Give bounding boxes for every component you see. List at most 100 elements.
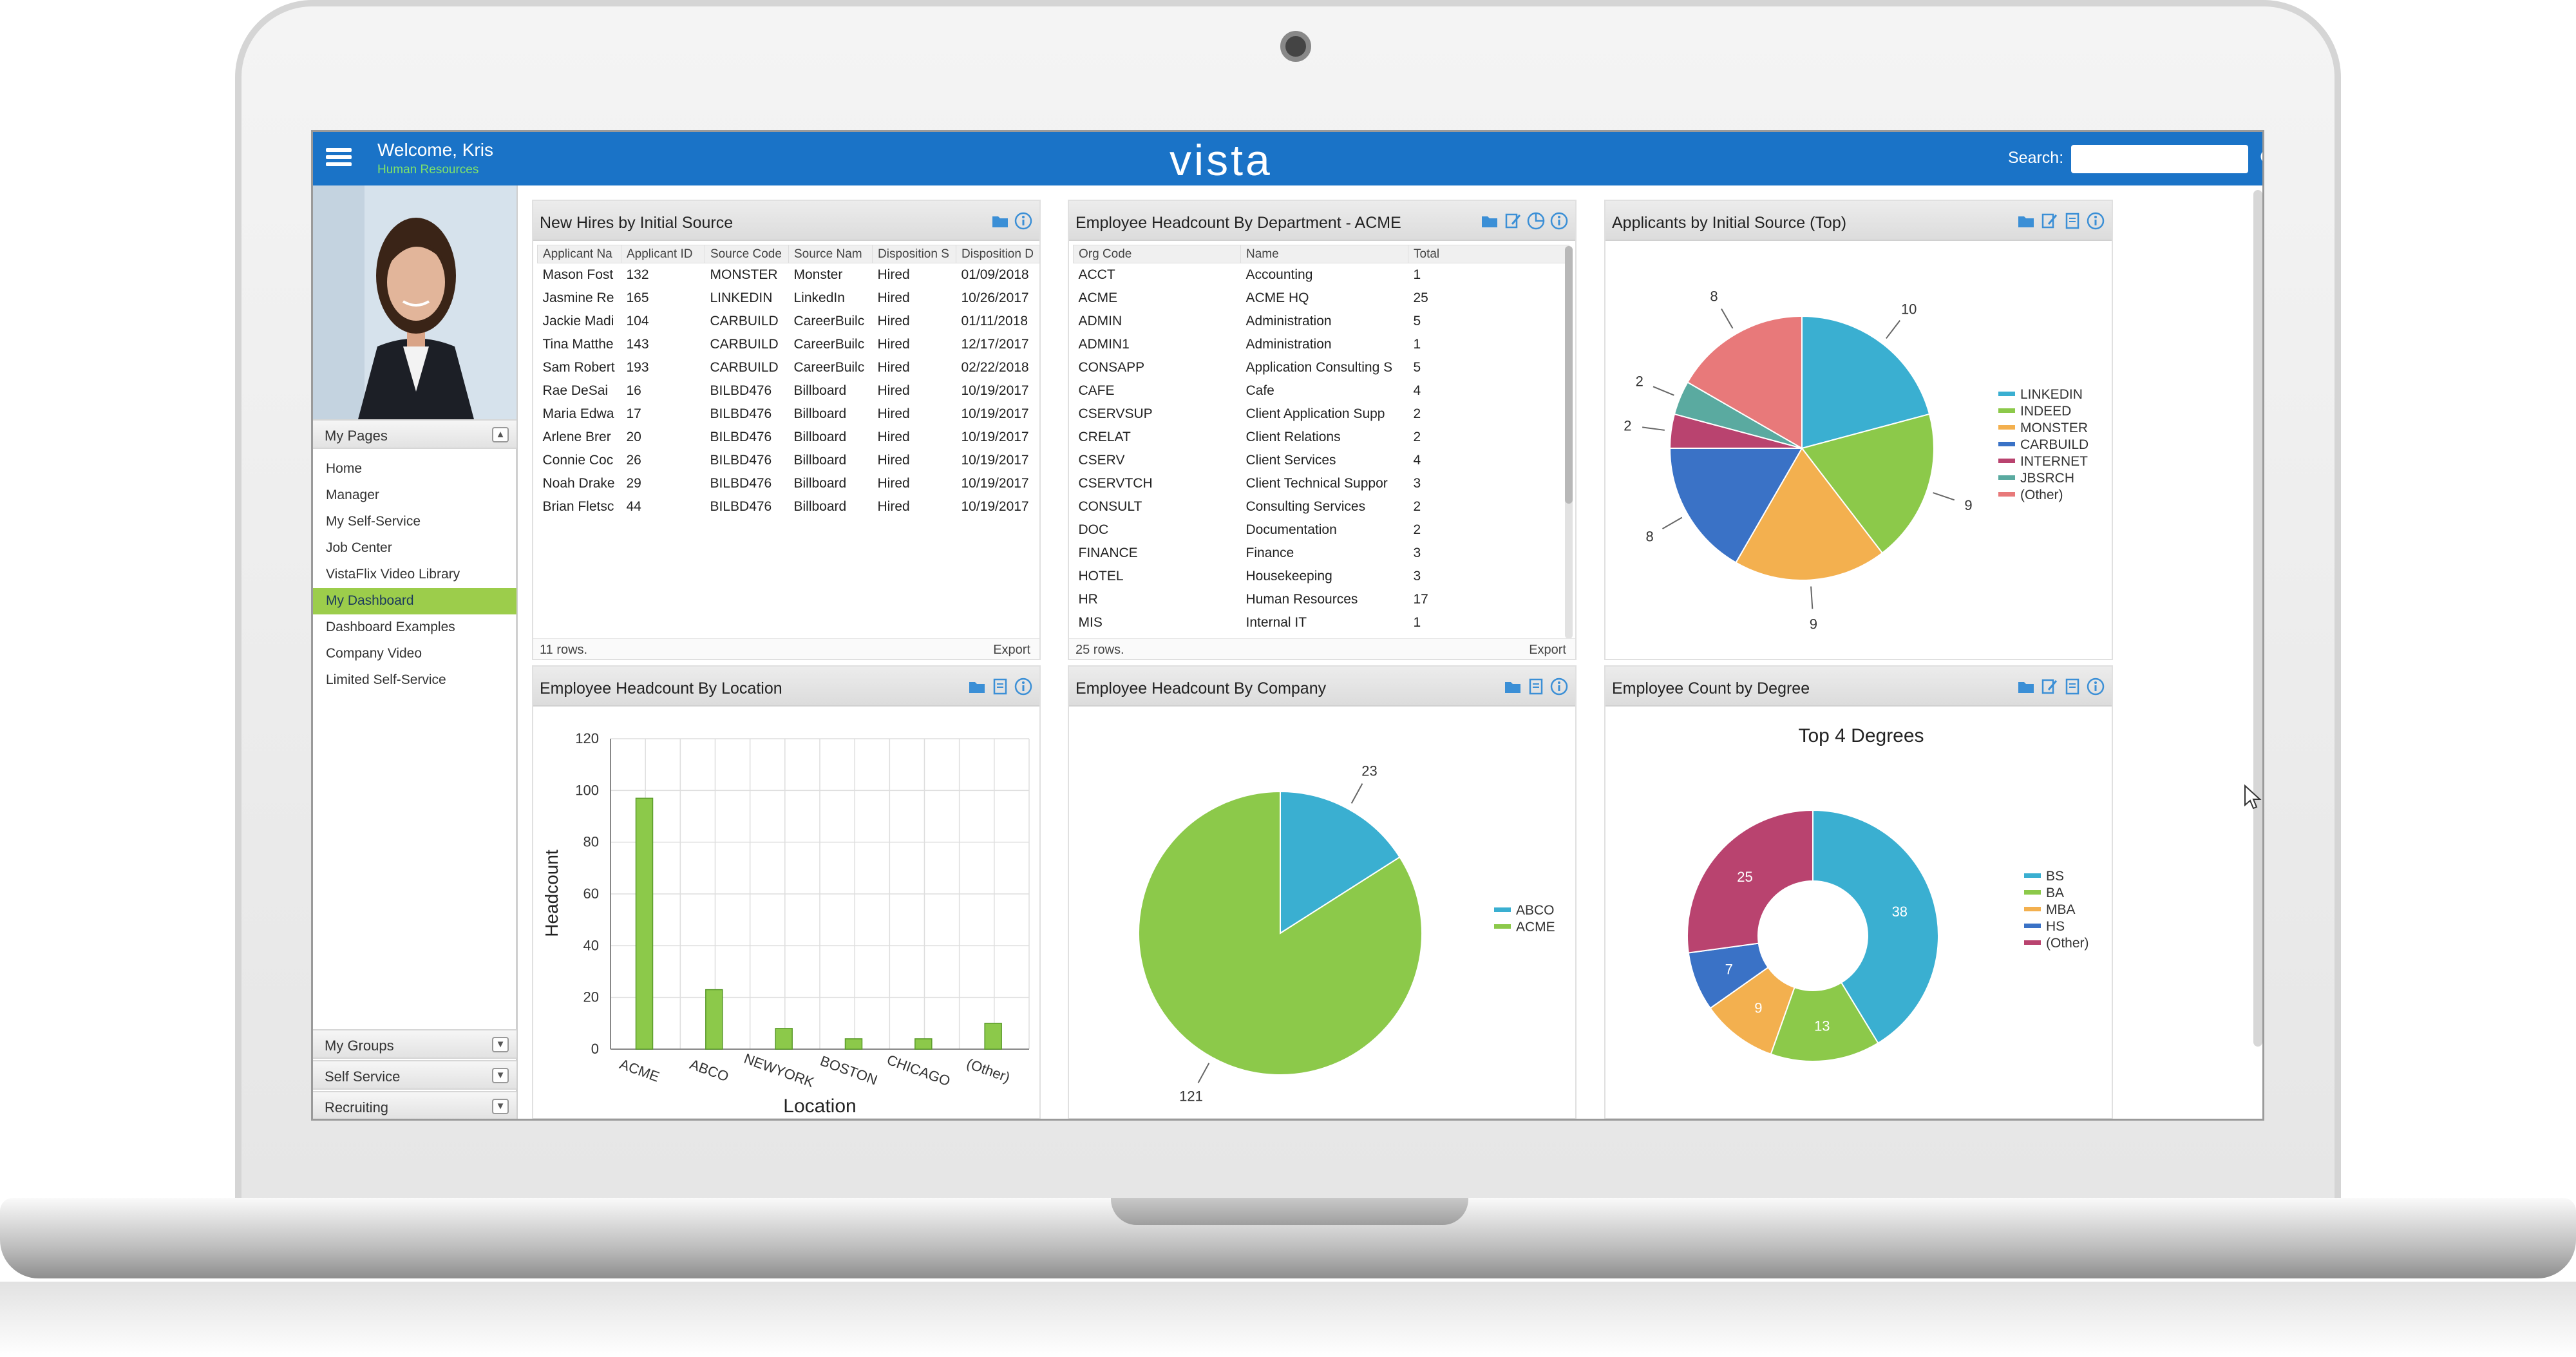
page-scrollbar[interactable]: [2253, 190, 2262, 1047]
my-groups-header[interactable]: My Groups ▼: [313, 1029, 516, 1059]
table-row[interactable]: MIS Internal IT 1: [1074, 611, 1569, 634]
table-cell: Hired: [877, 359, 910, 375]
widget-footer: 11 rows. Export: [533, 638, 1039, 659]
row-count: 11 rows.: [540, 643, 588, 657]
table-row[interactable]: HOTEL Housekeeping 3: [1074, 565, 1569, 588]
info-icon[interactable]: [1014, 211, 1033, 231]
table-row[interactable]: ADMIN1 Administration 1: [1074, 333, 1569, 356]
my-pages-header[interactable]: My Pages ▲: [313, 419, 516, 449]
pie-slice: [1687, 809, 1814, 954]
table-row[interactable]: ACME ACME HQ 25: [1074, 287, 1569, 310]
chart-icon[interactable]: [1526, 211, 1546, 231]
column-header[interactable]: Source Nam: [788, 245, 873, 263]
chevron-down-icon[interactable]: ▼: [492, 1037, 509, 1052]
table-cell: 5: [1413, 313, 1421, 328]
column-header[interactable]: Applicant ID: [621, 245, 705, 263]
self-service-header[interactable]: Self Service ▼: [313, 1060, 516, 1090]
table-cell: Accounting: [1245, 267, 1313, 282]
nav-item-my-dashboard[interactable]: My Dashboard: [313, 588, 516, 614]
nav-item-job-center[interactable]: Job Center: [326, 540, 392, 555]
table-row[interactable]: CRELAT Client Relations 2: [1074, 426, 1569, 449]
table-row[interactable]: Tina Matthe 143 CARBUILD CareerBuilc Hired 12…: [538, 333, 1040, 356]
chevron-down-icon[interactable]: ▼: [492, 1099, 509, 1114]
column-header[interactable]: Org Code: [1073, 245, 1241, 263]
table-cell: Application Consulting S: [1245, 359, 1393, 375]
table-row[interactable]: CONSAPP Application Consulting S 5: [1074, 356, 1569, 379]
x-tick-label: (Other): [965, 1055, 1012, 1085]
folder-icon[interactable]: [1503, 677, 1522, 696]
nav-item-my-self-service[interactable]: My Self-Service: [326, 514, 421, 529]
table-scrollbar[interactable]: [1565, 246, 1573, 639]
chevron-up-icon[interactable]: ▲: [492, 427, 509, 442]
x-tick-label: CHICAGO: [885, 1052, 952, 1090]
table-row[interactable]: CAFE Cafe 4: [1074, 379, 1569, 403]
table-row[interactable]: Sam Robert 193 CARBUILD CareerBuilc Hired 02/…: [538, 356, 1040, 379]
hamburger-menu-icon[interactable]: [326, 145, 352, 171]
table-cell: 16: [626, 383, 641, 398]
folder-icon[interactable]: [2016, 211, 2036, 231]
column-header[interactable]: Source Code: [705, 245, 789, 263]
document-icon[interactable]: [990, 677, 1010, 696]
nav-item-dashboard-examples[interactable]: Dashboard Examples: [326, 620, 455, 634]
export-link[interactable]: Export: [1529, 643, 1566, 657]
info-icon[interactable]: [1549, 677, 1569, 696]
table-row[interactable]: ACCT Accounting 1: [1074, 263, 1569, 287]
info-icon[interactable]: [2086, 211, 2105, 231]
search-label: Search:: [2008, 149, 2064, 167]
table-row[interactable]: Brian Fletsc 44 BILBD476 Billboard Hired 10/1…: [538, 495, 1040, 518]
info-icon[interactable]: [1549, 211, 1569, 231]
info-icon[interactable]: [1014, 677, 1033, 696]
edit-icon[interactable]: [1503, 211, 1522, 231]
table-row[interactable]: CSERVTCH Client Technical Suppor 3: [1074, 472, 1569, 495]
table-row[interactable]: CSERV Client Services 4: [1074, 449, 1569, 472]
search-input[interactable]: [2071, 145, 2248, 173]
chart-title: Top 4 Degrees: [1798, 725, 1924, 746]
folder-icon[interactable]: [2016, 677, 2036, 696]
nav-item-manager[interactable]: Manager: [326, 488, 379, 502]
table-row[interactable]: HR Human Resources 17: [1074, 588, 1569, 611]
nav-item-home[interactable]: Home: [326, 461, 363, 476]
search-icon[interactable]: [2258, 146, 2264, 172]
edit-icon[interactable]: [2040, 211, 2059, 231]
folder-icon[interactable]: [990, 211, 1010, 231]
nav-item-company-video[interactable]: Company Video: [326, 646, 422, 661]
nav-item-vistaflix-video-library[interactable]: VistaFlix Video Library: [326, 567, 460, 582]
table-row[interactable]: Arlene Brer 20 BILBD476 Billboard Hired 10/19…: [538, 426, 1040, 449]
chevron-down-icon[interactable]: ▼: [492, 1068, 509, 1083]
table-row[interactable]: Connie Coc 26 BILBD476 Billboard Hired 10/19/…: [538, 449, 1040, 472]
table-row[interactable]: Noah Drake 29 BILBD476 Billboard Hired 10/19/…: [538, 472, 1040, 495]
table-cell: Hired: [877, 383, 910, 398]
table-row[interactable]: Maria Edwa 17 BILBD476 Billboard Hired 10/19/…: [538, 403, 1040, 426]
column-header[interactable]: Disposition D: [956, 245, 1040, 263]
table-row[interactable]: Mason Fost 132 MONSTER Monster Hired 01/09/20…: [538, 263, 1040, 287]
folder-icon[interactable]: [1480, 211, 1499, 231]
export-link[interactable]: Export: [993, 643, 1030, 657]
info-icon[interactable]: [2086, 677, 2105, 696]
scrollbar-thumb[interactable]: [1565, 246, 1573, 504]
table-row[interactable]: FINANCE Finance 3: [1074, 542, 1569, 565]
table-row[interactable]: Rae DeSai 16 BILBD476 Billboard Hired 10/19/2…: [538, 379, 1040, 403]
folder-icon[interactable]: [967, 677, 987, 696]
document-icon[interactable]: [1526, 677, 1546, 696]
table-row[interactable]: Jasmine Re 165 LINKEDIN LinkedIn Hired 10/26/…: [538, 287, 1040, 310]
column-header[interactable]: Name: [1240, 245, 1408, 263]
table-row[interactable]: ADMIN Administration 5: [1074, 310, 1569, 333]
table-cell: Hired: [877, 290, 910, 305]
table-row[interactable]: Jackie Madi 104 CARBUILD CareerBuilc Hired 01…: [538, 310, 1040, 333]
table-cell: Billboard: [793, 406, 847, 421]
nav-list: Home Manager My Self-Service Job Center …: [313, 456, 516, 694]
recruiting-header[interactable]: Recruiting ▼: [313, 1091, 516, 1119]
document-icon[interactable]: [2063, 677, 2082, 696]
column-header[interactable]: Disposition S: [872, 245, 956, 263]
widget-header: Employee Headcount By Department - ACME: [1069, 201, 1575, 241]
document-icon[interactable]: [2063, 211, 2082, 231]
edit-icon[interactable]: [2040, 677, 2059, 696]
table-row[interactable]: CONSULT Consulting Services 2: [1074, 495, 1569, 518]
column-header[interactable]: Total: [1408, 245, 1569, 263]
nav-item-limited-self-service[interactable]: Limited Self-Service: [326, 672, 446, 687]
table-row[interactable]: DOC Documentation 2: [1074, 518, 1569, 542]
table-row[interactable]: CSERVSUP Client Application Supp 2: [1074, 403, 1569, 426]
table-cell: Hired: [877, 406, 910, 421]
column-header[interactable]: Applicant Na: [537, 245, 621, 263]
table-cell: 10/26/2017: [961, 290, 1029, 305]
